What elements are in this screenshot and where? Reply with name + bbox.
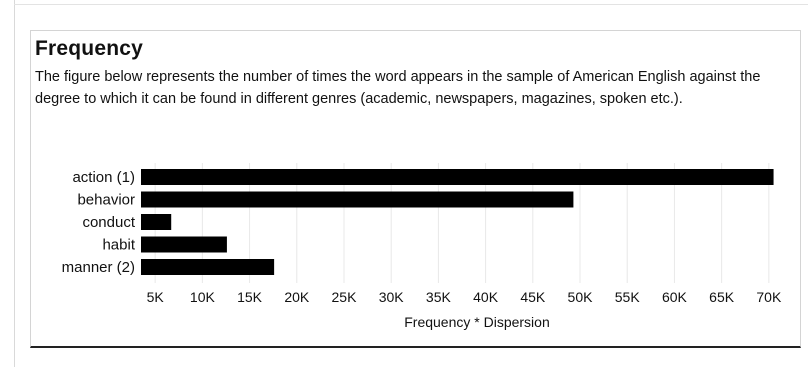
- category-label: action (1): [72, 169, 135, 186]
- top-rule: [14, 4, 808, 5]
- category-label: conduct: [82, 214, 135, 231]
- category-label: behavior: [77, 192, 135, 209]
- x-tick-label: 35K: [426, 289, 452, 305]
- frequency-panel: Frequency The figure below represents th…: [30, 30, 801, 348]
- bar-conduct: [141, 214, 171, 230]
- bar-action-1: [141, 169, 774, 185]
- frequency-bar-chart: action (1) behavior conduct habit manner (2)…: [31, 31, 800, 347]
- x-tick-label: 60K: [662, 289, 688, 305]
- x-tick-label: 25K: [332, 289, 358, 305]
- page-edge: [14, 0, 15, 367]
- category-label: manner (2): [62, 259, 135, 276]
- x-tick-label: 30K: [379, 289, 405, 305]
- x-tick-label: 10K: [190, 289, 216, 305]
- x-tick-label: 65K: [709, 289, 735, 305]
- bar-habit: [141, 237, 227, 253]
- x-tick-label: 45K: [520, 289, 546, 305]
- x-tick-label: 55K: [615, 289, 641, 305]
- x-tick-label: 40K: [473, 289, 499, 305]
- category-label: habit: [102, 237, 135, 254]
- bar-behavior: [141, 192, 573, 208]
- x-tick-label: 70K: [756, 289, 782, 305]
- bar-manner-2: [141, 259, 274, 275]
- x-axis-title: Frequency * Dispersion: [404, 314, 550, 330]
- x-tick-label: 15K: [237, 289, 263, 305]
- x-tick-label: 5K: [147, 289, 165, 305]
- x-tick-label: 50K: [568, 289, 594, 305]
- x-tick-label: 20K: [284, 289, 310, 305]
